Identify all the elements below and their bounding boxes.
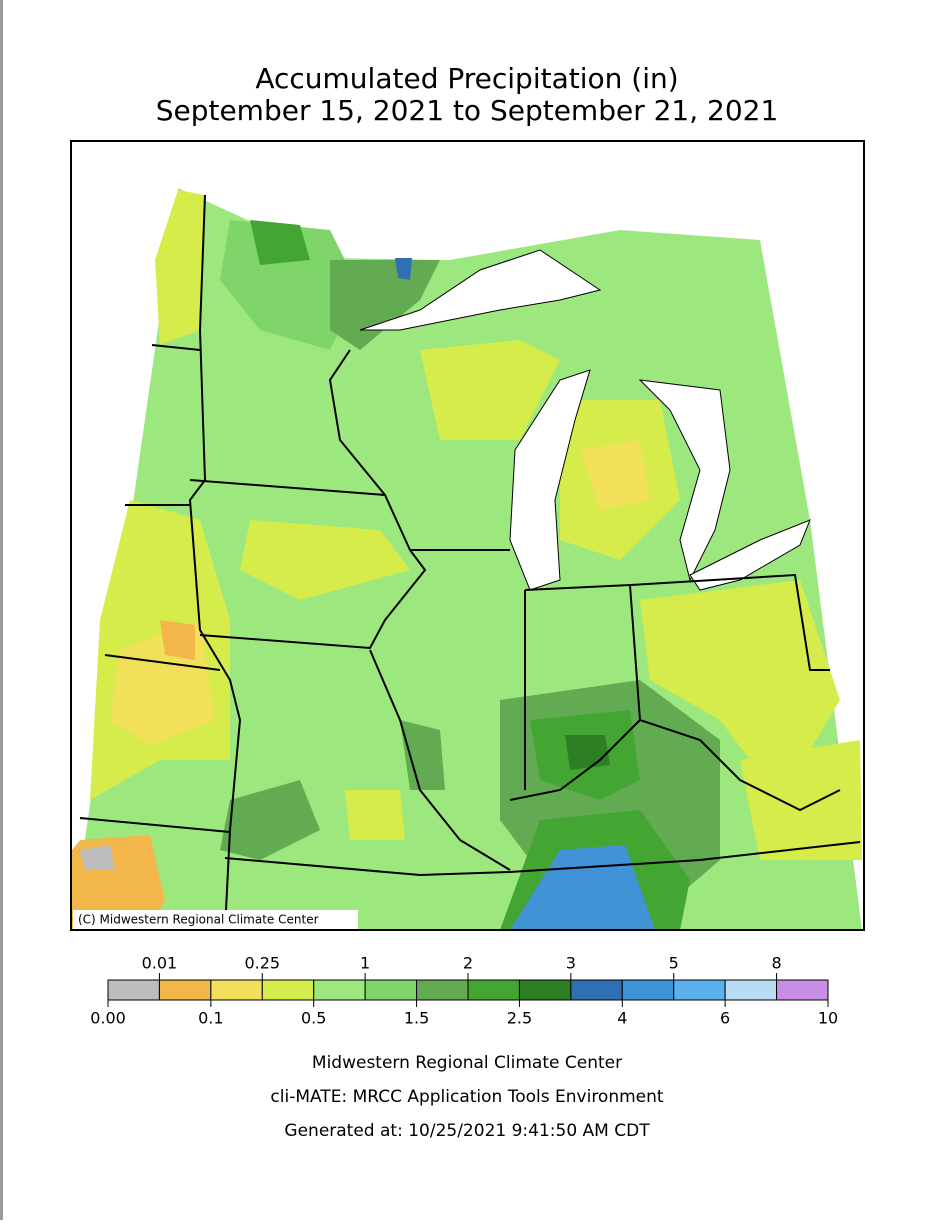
map: (C) Midwestern Regional Climate Center (70, 140, 865, 931)
lake-erie (689, 519, 811, 591)
legend-label: 0.00 (90, 1009, 126, 1028)
footer-line: Generated at: 10/25/2021 9:41:50 AM CDT (284, 1121, 650, 1141)
legend-swatch (776, 979, 829, 1001)
lake-michigan (509, 369, 591, 591)
precip-zone (220, 780, 320, 860)
precip-zone (80, 845, 115, 870)
legend-label: 1.5 (404, 1009, 429, 1028)
legend: 0.00 0.01 0.1 0.25 0.5 1 1.5 2 2.5 3 4 5 6 8 10 (90, 954, 838, 1028)
footer-line: cli-MATE: MRCC Application Tools Environ… (270, 1087, 663, 1107)
legend-swatch (158, 979, 212, 1001)
legend-label: 0.5 (301, 1009, 326, 1028)
page-edge (0, 0, 3, 1220)
legend-swatch (210, 979, 263, 1001)
legend-swatch (570, 979, 623, 1001)
legend-label: 2 (463, 954, 473, 973)
precip-zone (740, 740, 862, 860)
precip-zone (250, 220, 310, 265)
precip-zone (565, 735, 610, 770)
precip-zone (580, 440, 650, 510)
legend-label: 0.01 (142, 954, 178, 973)
legend-label: 1 (360, 954, 370, 973)
precip-zone (160, 620, 195, 660)
legend-label: 8 (771, 954, 781, 973)
lake-huron (638, 379, 731, 582)
precip-zone (330, 260, 440, 350)
precip-zone (220, 220, 360, 350)
precip-zone (400, 720, 445, 790)
legend-swatch (518, 979, 572, 1001)
precip-zone (420, 340, 560, 440)
legend-swatch (621, 979, 675, 1001)
legend-swatch (364, 979, 418, 1001)
legend-swatch (724, 979, 778, 1001)
precip-zone (640, 580, 840, 800)
precip-zone (395, 258, 412, 280)
precip-zone (155, 190, 205, 345)
legend-swatch (673, 979, 726, 1001)
legend-label: 3 (566, 954, 576, 973)
legend-label: 6 (720, 1009, 730, 1028)
legend-label: 2.5 (507, 1009, 532, 1028)
title: Accumulated Precipitation (in) (255, 62, 678, 95)
precip-zone (510, 845, 655, 930)
map-frame (70, 140, 865, 931)
legend-swatch (261, 979, 315, 1001)
legend-label: 5 (669, 954, 679, 973)
precip-zone (345, 790, 405, 840)
subtitle: September 15, 2021 to September 21, 2021 (156, 94, 779, 127)
footer-line: Midwestern Regional Climate Center (312, 1053, 622, 1073)
copyright: (C) Midwestern Regional Climate Center (78, 913, 319, 927)
legend-swatch (107, 979, 160, 1001)
legend-swatch (313, 979, 366, 1001)
lake-superior (359, 249, 602, 331)
copyright-box (73, 910, 358, 929)
legend-swatch (467, 979, 520, 1001)
legend-label: 0.25 (244, 954, 280, 973)
state-borders (79, 194, 861, 930)
legend-label: 0.1 (198, 1009, 223, 1028)
legend-label: 10 (818, 1009, 838, 1028)
legend-label: 4 (617, 1009, 627, 1028)
precip-zone (240, 520, 410, 600)
legend-swatch (416, 979, 469, 1001)
